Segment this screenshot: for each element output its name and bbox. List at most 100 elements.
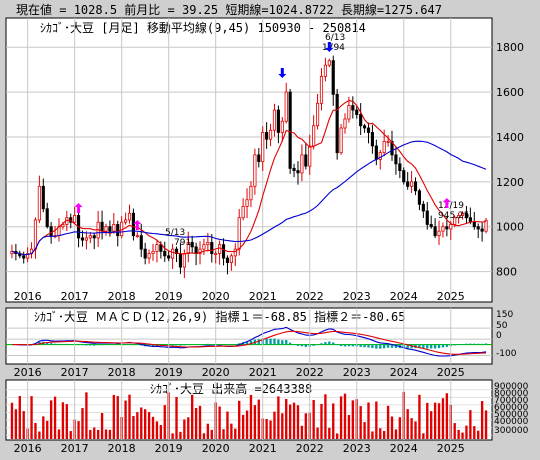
volume-bar-118 xyxy=(473,426,476,439)
macd-hist-bar-73 xyxy=(296,344,300,346)
candle-body-75 xyxy=(304,154,308,167)
macd-hist-bar-85 xyxy=(343,344,347,347)
macd-hist-bar-45 xyxy=(187,344,190,346)
macd-hist-bar-15 xyxy=(69,344,72,345)
macd-xtick-1: 2017 xyxy=(61,366,89,379)
volume-bar-2 xyxy=(18,396,21,439)
macd-hist-bar-32 xyxy=(136,344,139,346)
macd-hist-bar-10 xyxy=(49,343,53,345)
candle-body-59 xyxy=(241,206,245,219)
ma-long-line xyxy=(11,140,487,256)
candle-body-33 xyxy=(139,235,143,250)
price-xtick-1: 2017 xyxy=(61,290,89,303)
volume-bar-17 xyxy=(77,421,80,439)
volume-bar-58 xyxy=(238,400,241,439)
macd-hist-bar-108 xyxy=(433,344,437,349)
vol-xtick-4: 2020 xyxy=(202,442,230,455)
volume-bar-69 xyxy=(281,413,284,439)
candle-body-107 xyxy=(429,224,433,228)
volume-bar-55 xyxy=(226,411,229,439)
candle-body-38 xyxy=(159,244,163,252)
macd-hist-bar-60 xyxy=(245,341,249,345)
candle-body-69 xyxy=(280,120,284,133)
volume-bar-102 xyxy=(410,418,413,439)
candle-body-102 xyxy=(410,181,414,187)
volume-bar-111 xyxy=(445,393,449,439)
candles xyxy=(10,55,488,279)
macd-hist-bar-49 xyxy=(202,344,206,345)
arrow-sell-2022 xyxy=(325,42,334,52)
macd-ytick-3: -100 xyxy=(496,349,517,359)
low-date-label: 5/13 xyxy=(165,228,185,238)
macd-hist-bar-17 xyxy=(77,344,80,346)
vol-ytick-4: 500000 xyxy=(494,410,529,420)
candle-body-29 xyxy=(124,219,128,223)
volume-bar-62 xyxy=(253,405,257,439)
volume-bar-38 xyxy=(159,425,163,439)
volume-bar-56 xyxy=(230,423,233,439)
volume-bar-109 xyxy=(437,403,441,439)
macd-hist-bar-104 xyxy=(418,344,421,349)
volume-bar-11 xyxy=(53,396,57,439)
candle-body-96 xyxy=(386,141,390,143)
macd-hist-bar-23 xyxy=(100,344,104,346)
arrow-buy-2024 xyxy=(442,198,451,208)
volume-bar-30 xyxy=(128,394,131,439)
volume-bar-22 xyxy=(96,429,100,439)
macd-hist-bar-63 xyxy=(257,339,260,345)
macd-hist-bar-51 xyxy=(210,344,213,345)
candle-body-84 xyxy=(339,127,343,154)
volume-bar-106 xyxy=(426,402,429,439)
volume-bar-113 xyxy=(453,423,456,439)
candle-body-34 xyxy=(143,248,147,259)
candle-body-20 xyxy=(88,235,92,239)
candle-body-46 xyxy=(190,241,194,248)
macd-lines xyxy=(11,326,487,357)
volume-bar-97 xyxy=(390,416,394,439)
macd-xtick-6: 2022 xyxy=(296,366,324,379)
candle-body-71 xyxy=(288,91,292,169)
macd-hist-bar-41 xyxy=(171,344,174,346)
candle-body-4 xyxy=(26,253,30,259)
volume-bar-80 xyxy=(324,394,327,439)
macd-xtick-4: 2020 xyxy=(202,366,230,379)
volume-bar-18 xyxy=(81,408,84,439)
volume-bar-82 xyxy=(332,403,335,439)
macd-hist-bar-68 xyxy=(277,339,280,345)
volume-bar-59 xyxy=(241,414,245,439)
macd-xtick-2: 2018 xyxy=(108,366,136,379)
vol-ytick-1: 800000 xyxy=(494,389,529,399)
volume-bar-35 xyxy=(147,412,151,439)
volume-bar-79 xyxy=(320,403,323,439)
volume-bar-5 xyxy=(30,396,33,439)
candle-body-7 xyxy=(37,185,41,221)
macd-hist-bar-48 xyxy=(198,344,202,345)
high-date-label: 6/13 xyxy=(325,33,345,43)
candle-body-119 xyxy=(476,226,480,230)
macd-panel-title: ｼｶｺﾞ･大豆 ＭＡＣＤ(12,26,9) 指標１＝-68.85 指標２＝-80… xyxy=(34,309,406,324)
macd-hist-bar-78 xyxy=(316,344,319,346)
candle-body-114 xyxy=(457,215,461,219)
candle-body-32 xyxy=(135,235,139,238)
macd-hist-bar-9 xyxy=(46,342,49,345)
volume-bar-42 xyxy=(175,397,178,439)
macd-x-axis: 2016 2017 2018 2019 2020 2021 2022 2023 2024 2025 xyxy=(14,308,465,379)
candle-body-13 xyxy=(61,224,65,228)
macd-hist-bar-90 xyxy=(363,344,366,348)
candle-body-10 xyxy=(49,226,53,237)
volume-bar-31 xyxy=(132,416,135,439)
volume-bar-117 xyxy=(469,410,472,439)
volume-bar-78 xyxy=(316,427,319,439)
macd-hist-bar-114 xyxy=(457,344,460,346)
candle-body-101 xyxy=(406,181,410,187)
volume-bar-51 xyxy=(210,429,213,439)
candle-body-111 xyxy=(445,226,449,230)
volume-bar-115 xyxy=(461,432,464,439)
macd-hist-bar-13 xyxy=(61,343,65,345)
macd-hist-bar-116 xyxy=(465,343,468,345)
candle-body-80 xyxy=(323,64,327,77)
macd-hist-bar-27 xyxy=(116,344,119,346)
volume-bar-86 xyxy=(347,415,351,439)
volume-bar-6 xyxy=(34,422,37,439)
